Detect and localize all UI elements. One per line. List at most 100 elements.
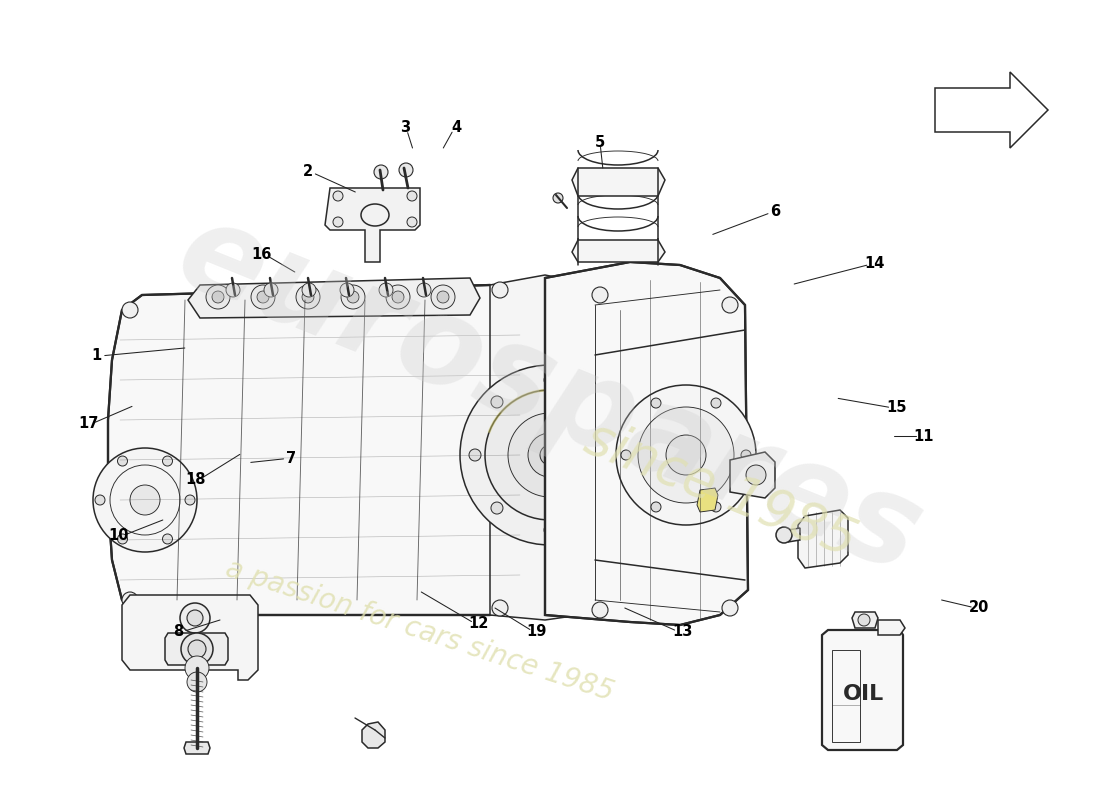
Polygon shape	[544, 262, 748, 625]
Text: since 1985: since 1985	[576, 412, 864, 568]
Circle shape	[341, 285, 365, 309]
Text: 16: 16	[252, 247, 272, 262]
Circle shape	[711, 398, 720, 408]
Circle shape	[469, 449, 481, 461]
Circle shape	[651, 502, 661, 512]
Circle shape	[651, 398, 661, 408]
Text: OIL: OIL	[844, 684, 884, 704]
Circle shape	[122, 592, 138, 608]
Text: 13: 13	[672, 625, 692, 639]
Circle shape	[118, 534, 128, 544]
Text: 11: 11	[914, 429, 934, 443]
Text: 15: 15	[887, 401, 906, 415]
Circle shape	[492, 282, 508, 298]
Circle shape	[333, 217, 343, 227]
Circle shape	[592, 602, 608, 618]
Circle shape	[722, 600, 738, 616]
Circle shape	[407, 191, 417, 201]
Circle shape	[485, 390, 615, 520]
Polygon shape	[324, 188, 420, 262]
Polygon shape	[697, 488, 718, 512]
Polygon shape	[572, 168, 666, 196]
Text: 7: 7	[286, 451, 297, 466]
Circle shape	[508, 413, 592, 497]
Polygon shape	[184, 742, 210, 754]
Text: 3: 3	[399, 121, 410, 135]
Text: 5: 5	[594, 135, 605, 150]
Text: 8: 8	[173, 625, 184, 639]
Polygon shape	[730, 452, 776, 498]
Circle shape	[597, 396, 609, 408]
Circle shape	[346, 291, 359, 303]
Polygon shape	[188, 278, 480, 318]
Circle shape	[597, 502, 609, 514]
Circle shape	[666, 435, 706, 475]
Text: 12: 12	[469, 617, 488, 631]
Circle shape	[187, 610, 204, 626]
Circle shape	[528, 433, 572, 477]
Circle shape	[163, 534, 173, 544]
Polygon shape	[122, 595, 258, 680]
Polygon shape	[852, 612, 878, 628]
Text: 2: 2	[302, 165, 313, 179]
Circle shape	[460, 365, 640, 545]
Circle shape	[302, 291, 313, 303]
Circle shape	[621, 450, 631, 460]
Circle shape	[118, 456, 128, 466]
Circle shape	[858, 614, 870, 626]
Polygon shape	[822, 630, 903, 750]
Circle shape	[130, 485, 159, 515]
Circle shape	[185, 495, 195, 505]
Polygon shape	[362, 722, 385, 748]
Circle shape	[340, 283, 354, 297]
Circle shape	[711, 502, 720, 512]
Circle shape	[553, 193, 563, 203]
Polygon shape	[165, 633, 228, 665]
Circle shape	[333, 191, 343, 201]
Circle shape	[94, 448, 197, 552]
Circle shape	[776, 527, 792, 543]
Circle shape	[257, 291, 270, 303]
Circle shape	[185, 656, 209, 680]
Circle shape	[431, 285, 455, 309]
Circle shape	[163, 456, 173, 466]
Polygon shape	[490, 275, 595, 620]
Circle shape	[392, 291, 404, 303]
Circle shape	[206, 285, 230, 309]
Text: 18: 18	[186, 473, 206, 487]
Circle shape	[399, 163, 412, 177]
Circle shape	[619, 449, 631, 461]
Circle shape	[437, 291, 449, 303]
Circle shape	[302, 283, 316, 297]
Circle shape	[544, 524, 556, 536]
Circle shape	[122, 302, 138, 318]
Polygon shape	[108, 285, 530, 615]
Text: 6: 6	[770, 205, 781, 219]
Text: a passion for cars since 1985: a passion for cars since 1985	[222, 554, 617, 706]
Circle shape	[491, 502, 503, 514]
Polygon shape	[572, 240, 666, 262]
Circle shape	[746, 465, 766, 485]
Circle shape	[251, 285, 275, 309]
Text: 1: 1	[91, 349, 102, 363]
Text: 4: 4	[451, 121, 462, 135]
Circle shape	[95, 495, 104, 505]
Text: 20: 20	[969, 601, 989, 615]
Circle shape	[374, 165, 388, 179]
Circle shape	[741, 450, 751, 460]
Text: 10: 10	[109, 529, 129, 543]
Text: eurospares: eurospares	[161, 191, 939, 599]
Polygon shape	[788, 528, 800, 542]
Circle shape	[491, 396, 503, 408]
Circle shape	[187, 672, 207, 692]
Circle shape	[592, 287, 608, 303]
Circle shape	[722, 297, 738, 313]
Text: 14: 14	[865, 257, 884, 271]
Circle shape	[226, 283, 240, 297]
Circle shape	[182, 633, 213, 665]
Circle shape	[379, 283, 393, 297]
Circle shape	[638, 407, 734, 503]
Circle shape	[492, 600, 508, 616]
Text: 19: 19	[527, 625, 547, 639]
Polygon shape	[878, 620, 905, 635]
